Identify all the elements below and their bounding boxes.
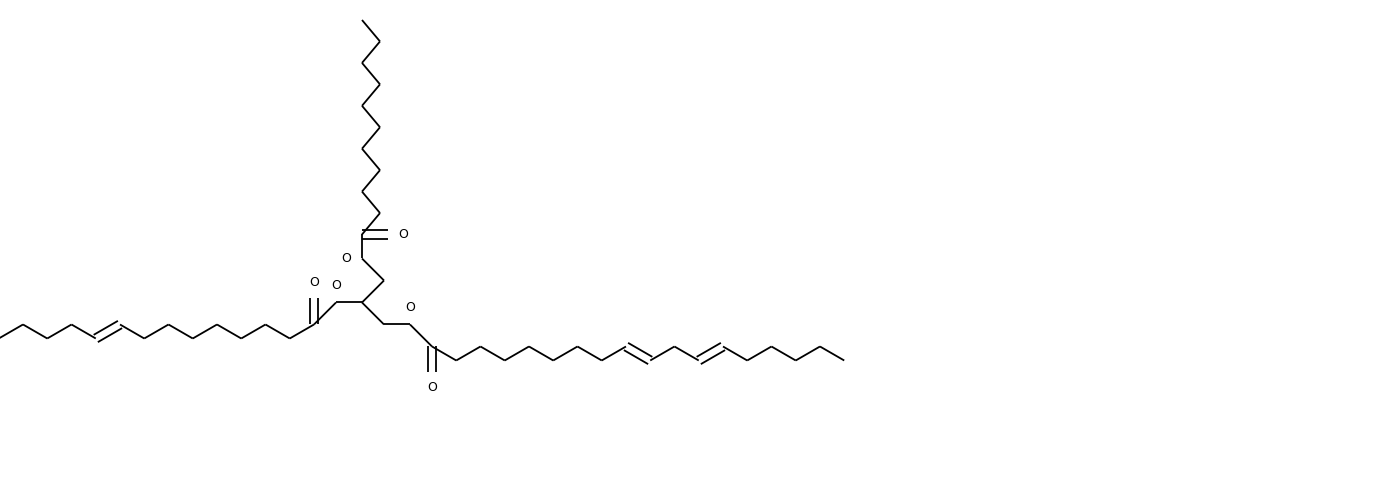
Text: O: O bbox=[331, 279, 341, 292]
Text: O: O bbox=[405, 302, 415, 314]
Text: O: O bbox=[341, 252, 350, 265]
Text: O: O bbox=[398, 228, 408, 241]
Text: O: O bbox=[427, 381, 437, 395]
Text: O: O bbox=[309, 277, 319, 289]
